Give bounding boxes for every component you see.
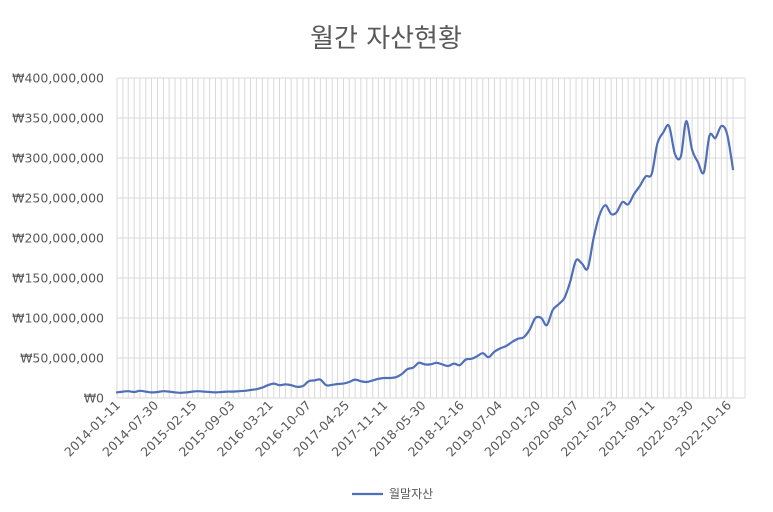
y-tick-label: ₩150,000,000	[12, 271, 104, 286]
chart-title: 월간 자산현황	[310, 24, 462, 54]
y-tick-label: ₩350,000,000	[12, 111, 104, 126]
legend: 월말자산	[352, 487, 433, 501]
y-tick-label: ₩0	[84, 391, 104, 406]
y-tick-label: ₩100,000,000	[12, 311, 104, 326]
series-line-0	[115, 120, 735, 394]
y-axis-tick-labels: ₩0 ₩50,000,000 ₩100,000,000 ₩150,000,000 ₩20…	[12, 71, 104, 406]
series-group	[115, 120, 735, 394]
y-tick-label: ₩400,000,000	[12, 71, 104, 86]
y-tick-label: ₩200,000,000	[12, 231, 104, 246]
y-tick-label: ₩250,000,000	[12, 191, 104, 206]
y-tick-label: ₩50,000,000	[20, 351, 104, 366]
x-axis-tick-labels: 2014-01-112014-07-302015-02-152015-09-03…	[61, 397, 734, 459]
y-tick-label: ₩300,000,000	[12, 151, 104, 166]
legend-label: 월말자산	[389, 487, 433, 501]
